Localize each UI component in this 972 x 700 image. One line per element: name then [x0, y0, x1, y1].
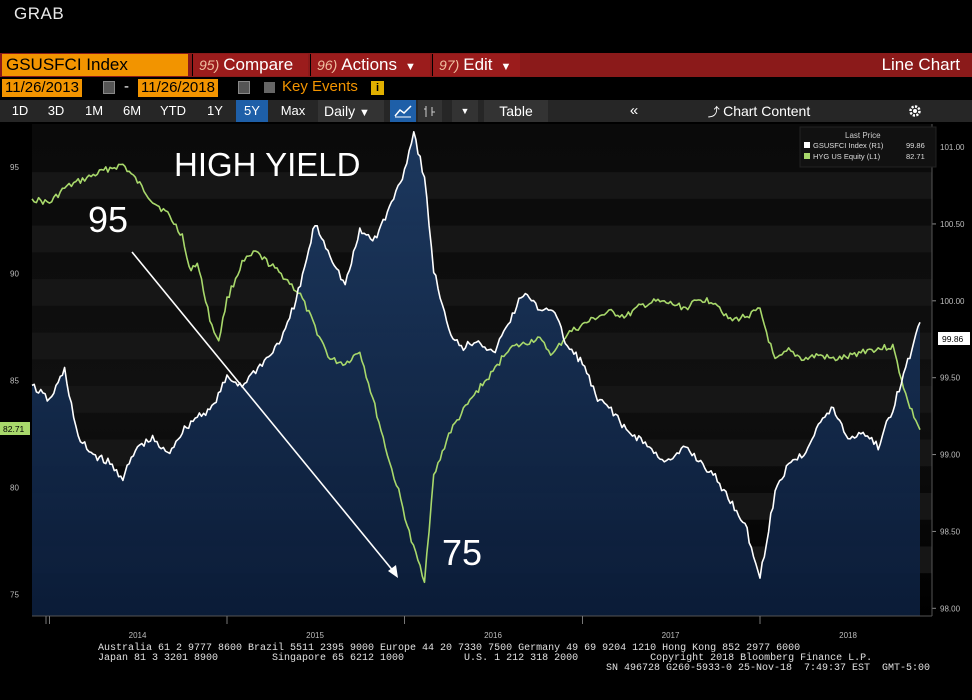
legend-value-gsusfci: 99.86: [906, 141, 925, 150]
annotation-title: HIGH YIELD: [174, 146, 360, 183]
last-value-tag-right: [938, 332, 970, 345]
y-tick-left: 75: [10, 591, 19, 600]
period-1d-button[interactable]: 1D: [11, 103, 29, 118]
edit-button[interactable]: 97) Edit ▼: [432, 54, 520, 76]
legend-heading: Last Price: [845, 131, 881, 140]
y-tick-left: 80: [10, 484, 19, 493]
gsusfci-area-fill: [32, 131, 920, 617]
chart-content-label: Chart Content: [723, 103, 811, 119]
chevron-down-icon: ▼: [359, 107, 370, 119]
last-value-tag-left: [0, 422, 30, 435]
window-title: GRAB: [14, 4, 65, 23]
y-tick-right: 99.00: [940, 451, 961, 460]
chevron-down-icon: ▼: [500, 61, 512, 73]
footer-contacts-line1: Australia 61 2 9777 8600 Brazil 5511 239…: [98, 643, 801, 654]
legend-box: [799, 126, 937, 168]
actions-label: Actions: [341, 55, 397, 74]
chart-content-button[interactable]: ⤴ Chart Content: [694, 100, 824, 122]
plot-band: [32, 225, 932, 253]
annotation-end-label: 75: [442, 532, 482, 573]
series-lines: [31, 131, 921, 584]
key-events-checkbox[interactable]: [264, 82, 275, 93]
actions-button[interactable]: 96) Actions ▼: [310, 54, 430, 76]
period-1y-button[interactable]: 1Y: [207, 103, 223, 118]
ticker-field[interactable]: GSUSFCI Index: [2, 54, 188, 76]
bar-chart-icon[interactable]: [418, 100, 442, 122]
y-tick-right: 98.00: [940, 604, 961, 613]
compare-label: Compare: [223, 55, 294, 74]
chart-type-label: Line Chart: [881, 55, 960, 74]
gsusfci-line: [31, 131, 921, 579]
legend-name-hyg: HYG US Equity (L1): [813, 152, 881, 161]
legend: Last Price GSUSFCI Index (R1) 99.86 HYG …: [799, 126, 937, 168]
period-3d-button[interactable]: 3D: [47, 103, 65, 118]
compare-shortcut: 95): [199, 57, 220, 73]
actions-shortcut: 96): [317, 57, 338, 73]
chevron-down-icon[interactable]: ▼: [452, 100, 478, 122]
annotations: HIGH YIELD 95 75: [88, 146, 482, 578]
footer-session-info: SN 496728 G260-5933-0 25-Nov-18 7:49:37 …: [606, 663, 931, 674]
y-tick-right: 101.00: [940, 143, 965, 152]
axes: 75 80 85 90 95 98.00 98.50 99.00 99.50 100.00 100.…: [10, 124, 965, 640]
legend-value-hyg: 82.71: [906, 152, 925, 161]
x-tick-label: 2016: [484, 631, 502, 640]
plot-band: [32, 172, 932, 199]
y-tick-left: 95: [10, 163, 19, 172]
footer-contacts-line2: Japan 81 3 3201 8900 Singapore 65 6212 1…: [98, 653, 873, 664]
period-ytd-button[interactable]: YTD: [160, 103, 186, 118]
plot-band: [32, 279, 932, 306]
end-date-field[interactable]: 11/26/2018: [138, 79, 218, 97]
period-max-button[interactable]: Max: [280, 103, 306, 118]
hyg-line: [31, 163, 921, 584]
frequency-select[interactable]: Daily ▼: [318, 100, 384, 122]
key-events-label[interactable]: Key Events: [282, 78, 358, 95]
x-tick-label: 2015: [306, 631, 324, 640]
table-button[interactable]: Table: [484, 100, 548, 122]
info-icon[interactable]: i: [371, 81, 384, 95]
legend-swatch-hyg: [804, 153, 810, 159]
period-5y-button[interactable]: 5Y: [236, 100, 268, 122]
calendar-icon[interactable]: [103, 81, 115, 94]
line-chart-icon[interactable]: [390, 100, 416, 122]
x-tick-label: 2018: [839, 631, 857, 640]
calendar-icon[interactable]: [238, 81, 250, 94]
collapse-left-icon[interactable]: «: [620, 100, 648, 122]
date-separator: -: [124, 78, 129, 95]
compare-button[interactable]: 95) Compare: [192, 54, 308, 76]
gear-icon[interactable]: [900, 100, 930, 122]
y-tick-left: 90: [10, 270, 19, 279]
y-tick-left: 85: [10, 377, 19, 386]
legend-swatch-gsusfci: [804, 142, 810, 148]
chevron-down-icon: ▼: [404, 61, 416, 73]
edit-label: Edit: [463, 55, 493, 74]
start-date-field[interactable]: 11/26/2013: [2, 79, 82, 97]
y-tick-right: 99.50: [940, 374, 961, 383]
arrow-head-icon: [388, 565, 398, 578]
last-value-left: 82.71: [3, 424, 25, 434]
frequency-value: Daily: [324, 103, 356, 119]
annotation-start-label: 95: [88, 199, 128, 240]
edit-shortcut: 97): [439, 57, 460, 73]
legend-name-gsusfci: GSUSFCI Index (R1): [813, 141, 884, 150]
y-tick-right: 100.00: [940, 297, 965, 306]
chart-content-icon: ⤴: [707, 105, 724, 119]
y-tick-right: 98.50: [940, 527, 961, 536]
last-value-right: 99.86: [942, 334, 964, 344]
period-6m-button[interactable]: 6M: [122, 103, 142, 118]
annotation-arrow: [131, 251, 395, 573]
x-tick-label: 2017: [662, 631, 680, 640]
period-1m-button[interactable]: 1M: [84, 103, 104, 118]
line-chart[interactable]: 75 80 85 90 95 98.00 98.50 99.00 99.50 100.00 100.…: [0, 124, 972, 644]
y-tick-right: 100.50: [940, 220, 965, 229]
x-tick-label: 2014: [129, 631, 147, 640]
gsusfci-area: [32, 131, 920, 617]
